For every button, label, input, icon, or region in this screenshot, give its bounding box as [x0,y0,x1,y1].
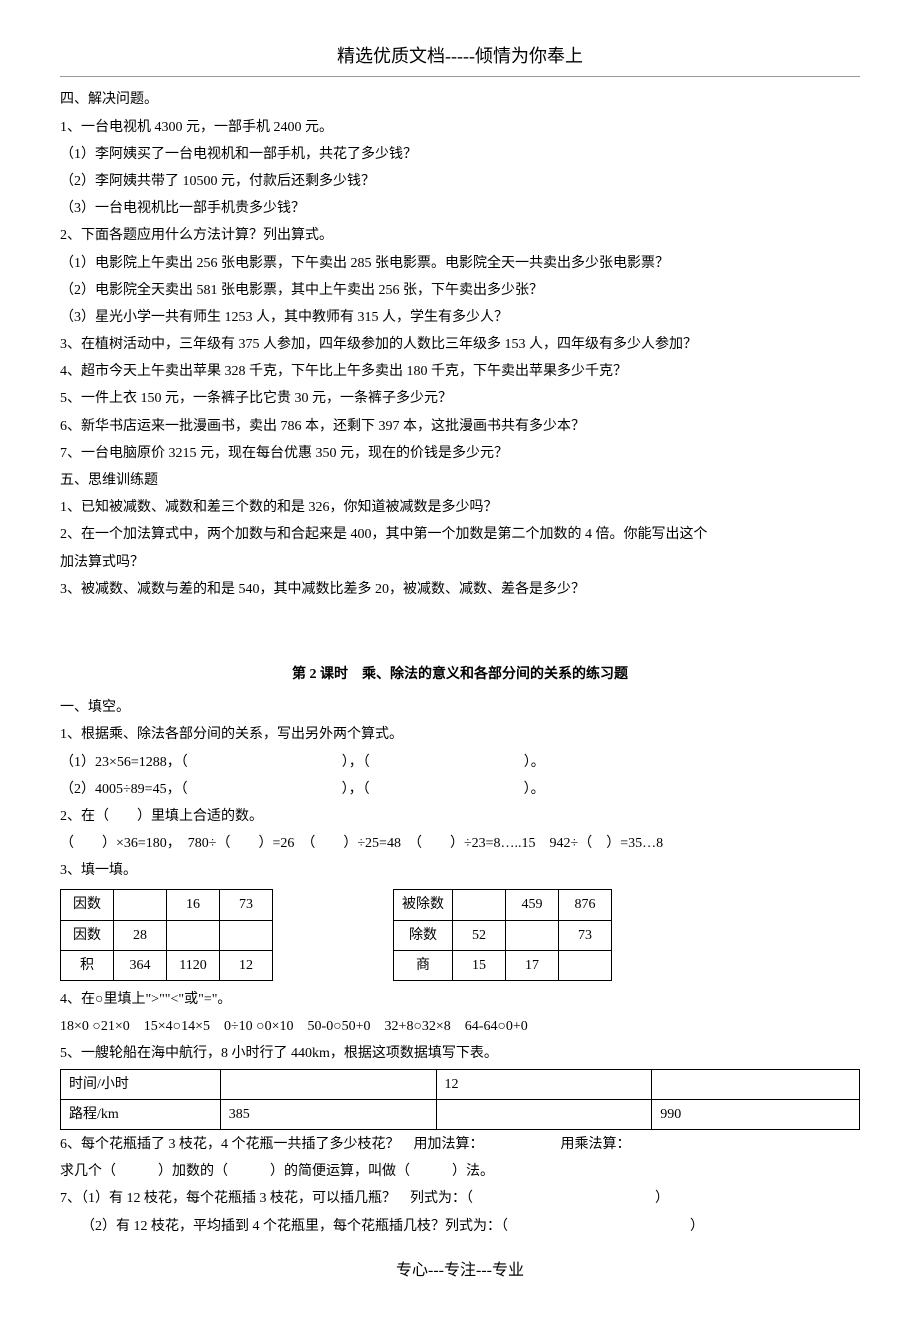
q4-5: 5、一件上衣 150 元，一条裤子比它贵 30 元，一条裤子多少元？ [60,386,860,411]
f6a: 6、每个花瓶插了 3 枝花，4 个花瓶一共插了多少枝花？ 用加法算： 用乘法算： [60,1132,860,1157]
table-row: 时间/小时 12 [61,1069,860,1099]
cell: 积 [61,950,114,980]
q5-2b: 加法算式吗？ [60,550,860,575]
q4-7: 7、一台电脑原价 3215 元，现在每台优惠 350 元，现在的价钱是多少元？ [60,441,860,466]
cell: 73 [559,920,612,950]
f2-row: （ ）×36=180， 780÷（ ）=26 （ ）÷25=48 （ ）÷23=… [60,831,860,856]
section-4-title: 四、解决问题。 [60,87,860,112]
table-row: 被除数 459 876 [394,890,612,920]
f1a: （1）23×56=1288，（ ），（ ）。 [60,750,860,775]
f6b: 求几个（ ）加数的（ ）的简便运算，叫做（ ）法。 [60,1159,860,1184]
cell: 73 [220,890,273,920]
cell: 15 [453,950,506,980]
fill-section-title: 一、填空。 [60,695,860,720]
cell: 990 [652,1099,860,1129]
q4-4: 4、超市今天上午卖出苹果 328 千克，下午比上午多卖出 180 千克，下午卖出… [60,359,860,384]
page-header: 精选优质文档-----倾情为你奉上 [60,40,860,77]
q4-1-1: （1）李阿姨买了一台电视机和一部手机，共花了多少钱？ [60,142,860,167]
q4-6: 6、新华书店运来一批漫画书，卖出 786 本，还剩下 397 本，这批漫画书共有… [60,414,860,439]
q4-2-2: （2）电影院全天卖出 581 张电影票，其中上午卖出 256 张，下午卖出多少张… [60,278,860,303]
q4-2-1: （1）电影院上午卖出 256 张电影票，下午卖出 285 张电影票。电影院全天一… [60,251,860,276]
q4-3: 3、在植树活动中，三年级有 375 人参加，四年级参加的人数比三年级多 153 … [60,332,860,357]
table-row: 路程/km 385 990 [61,1099,860,1129]
cell: 459 [506,890,559,920]
table-right: 被除数 459 876 除数 52 73 商 15 17 [393,889,612,981]
cell: 时间/小时 [61,1069,221,1099]
cell: 364 [114,950,167,980]
cell [114,890,167,920]
q5-3: 3、被减数、减数与差的和是 540，其中减数比差多 20，被减数、减数、差各是多… [60,577,860,602]
table-row: 因数 28 [61,920,273,950]
cell: 除数 [394,920,453,950]
f2: 2、在（ ）里填上合适的数。 [60,804,860,829]
table-row: 除数 52 73 [394,920,612,950]
cell [220,1069,436,1099]
table-row: 因数 16 73 [61,890,273,920]
table-wide: 时间/小时 12 路程/km 385 990 [60,1069,860,1130]
cell: 因数 [61,890,114,920]
q4-1-2: （2）李阿姨共带了 10500 元，付款后还剩多少钱？ [60,169,860,194]
cell: 28 [114,920,167,950]
cell: 876 [559,890,612,920]
table-row: 商 15 17 [394,950,612,980]
page-footer: 专心---专注---专业 [60,1257,860,1286]
q4-2: 2、下面各题应用什么方法计算？列出算式。 [60,223,860,248]
lesson-2-title: 第 2 课时 乘、除法的意义和各部分间的关系的练习题 [60,662,860,687]
f4-row: 18×0 ○21×0 15×4○14×5 0÷10 ○0×10 50-0○50+… [60,1014,860,1039]
f1b: （2）4005÷89=45，（ ），（ ）。 [60,777,860,802]
f1: 1、根据乘、除法各部分间的关系，写出另外两个算式。 [60,722,860,747]
cell [453,890,506,920]
cell [559,950,612,980]
cell [506,920,559,950]
cell: 因数 [61,920,114,950]
cell [220,920,273,950]
f7a: 7、（1）有 12 枝花，每个花瓶插 3 枝花，可以插几瓶？ 列式为：（ ） [60,1186,860,1211]
f5: 5、一艘轮船在海中航行，8 小时行了 440km，根据这项数据填写下表。 [60,1041,860,1066]
cell [436,1099,652,1129]
cell: 52 [453,920,506,950]
f4: 4、在○里填上">""<"或"="。 [60,987,860,1012]
q5-1: 1、已知被减数、减数和差三个数的和是 326，你知道被减数是多少吗？ [60,495,860,520]
q4-2-3: （3）星光小学一共有师生 1253 人，其中教师有 315 人，学生有多少人？ [60,305,860,330]
cell [652,1069,860,1099]
table-row: 积 364 1120 12 [61,950,273,980]
q4-1-3: （3）一台电视机比一部手机贵多少钱？ [60,196,860,221]
cell: 12 [436,1069,652,1099]
table-left: 因数 16 73 因数 28 积 364 1120 12 [60,889,273,981]
q4-1: 1、一台电视机 4300 元，一部手机 2400 元。 [60,115,860,140]
q5-2a: 2、在一个加法算式中，两个加数与和合起来是 400，其中第一个加数是第二个加数的… [60,522,860,547]
cell: 16 [167,890,220,920]
cell: 385 [220,1099,436,1129]
cell: 路程/km [61,1099,221,1129]
f3: 3、填一填。 [60,858,860,883]
section-5-title: 五、思维训练题 [60,468,860,493]
cell: 商 [394,950,453,980]
cell: 17 [506,950,559,980]
cell: 1120 [167,950,220,980]
cell [167,920,220,950]
cell: 被除数 [394,890,453,920]
cell: 12 [220,950,273,980]
tables-row: 因数 16 73 因数 28 积 364 1120 12 被除数 459 876… [60,889,860,981]
f7b: （2）有 12 枝花，平均插到 4 个花瓶里，每个花瓶插几枝？列式为：（ ） [60,1214,860,1239]
